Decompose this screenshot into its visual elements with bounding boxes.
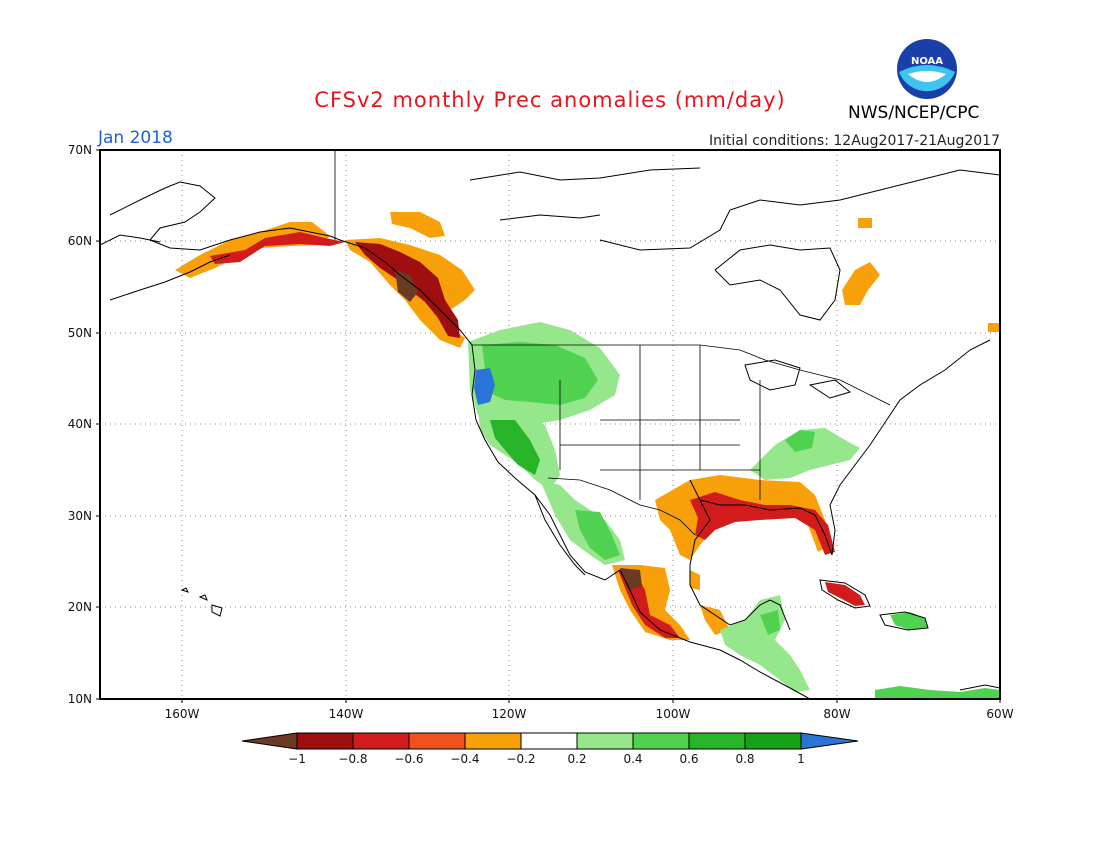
southeast-us-wet [750, 428, 860, 480]
nw-mexico-wet [575, 510, 620, 560]
logo-text: NOAA [911, 56, 943, 67]
lon-labels: 160W 140W 120W 100W 80W 60W [165, 707, 1014, 721]
colorbar-tick-label: −0.4 [450, 752, 479, 766]
colorbar-bin [744, 732, 802, 750]
axis-ticks [96, 149, 1001, 703]
cuba-dry [825, 582, 865, 606]
caribbean-wet [875, 686, 1000, 699]
lat-tick-label: 30N [68, 509, 92, 523]
lat-tick-label: 40N [68, 417, 92, 431]
hudson-bay-dry [842, 262, 880, 305]
colorbar-bin-over [800, 732, 859, 750]
colorbar-tick-label: 0.8 [735, 752, 754, 766]
colorbar-tick-label: 0.4 [623, 752, 642, 766]
anomaly-shading [175, 212, 1000, 699]
colorbar-bin-under [241, 732, 298, 750]
colorbar-bin [520, 732, 578, 750]
southeast-us-wet [785, 430, 815, 452]
colorbar-bin [464, 732, 522, 750]
map-plot-area [100, 150, 1000, 699]
noaa-logo-icon: NOAA [897, 39, 957, 99]
colorbar-tick-label: −0.2 [506, 752, 535, 766]
colorbar-tick-label: 0.2 [567, 752, 586, 766]
oregon-coast-very-wet [474, 368, 495, 405]
lon-tick-label: 60W [986, 707, 1013, 721]
lat-tick-label: 60N [68, 234, 92, 248]
colorbar-tick-label: 0.6 [679, 752, 698, 766]
lat-labels: 10N 20N 30N 40N 50N 60N 70N [68, 143, 92, 706]
mexico-west-coast-extreme [620, 568, 642, 590]
california-wet [490, 420, 540, 475]
colorbar [241, 732, 859, 750]
colorbar-bin [352, 732, 410, 750]
pacific-nw-wet [482, 342, 598, 405]
lat-tick-label: 20N [68, 600, 92, 614]
hudson-bay-dry [858, 218, 872, 228]
colorbar-bin [296, 732, 354, 750]
lat-tick-label: 70N [68, 143, 92, 157]
lon-tick-label: 140W [329, 707, 364, 721]
lon-tick-label: 120W [492, 707, 527, 721]
colorbar-tick-label: −0.6 [394, 752, 423, 766]
bc-coast-very-dry [355, 242, 460, 338]
month-label: Jan 2018 [98, 128, 173, 148]
graticule [100, 150, 1000, 699]
lon-tick-label: 160W [165, 707, 200, 721]
lon-tick-label: 100W [656, 707, 691, 721]
alaska-coast-dry [210, 232, 345, 264]
bc-coast-extreme [395, 270, 418, 302]
gulf-coast-dry [700, 605, 730, 635]
yucatan-wet [760, 610, 780, 635]
colorbar-bin [632, 732, 690, 750]
agency-label: NWS/NCEP/CPC [848, 103, 980, 123]
chart-title: CFSv2 monthly Prec anomalies (mm/day) [314, 88, 786, 112]
colorbar-labels: −1 −0.8 −0.6 −0.4 −0.2 0.2 0.4 0.6 0.8 1 [288, 752, 805, 766]
colorbar-tick-label: −1 [288, 752, 306, 766]
colorbar-bin [576, 732, 634, 750]
colorbar-bin [688, 732, 746, 750]
lat-tick-label: 50N [68, 326, 92, 340]
gulf-coast-dry [690, 570, 700, 590]
colorbar-bin [408, 732, 466, 750]
yucatan-wet [720, 595, 810, 692]
coastlines [100, 167, 1000, 699]
political-borders [334, 150, 891, 536]
hudson-bay-dry [988, 323, 1000, 332]
initial-conditions: Initial conditions: 12Aug2017-21Aug2017 [709, 133, 1000, 149]
alaska-coast-moderate [390, 212, 445, 238]
lat-tick-label: 10N [68, 692, 92, 706]
lon-tick-label: 80W [823, 707, 850, 721]
colorbar-tick-label: 1 [797, 752, 805, 766]
colorbar-tick-label: −0.8 [338, 752, 367, 766]
